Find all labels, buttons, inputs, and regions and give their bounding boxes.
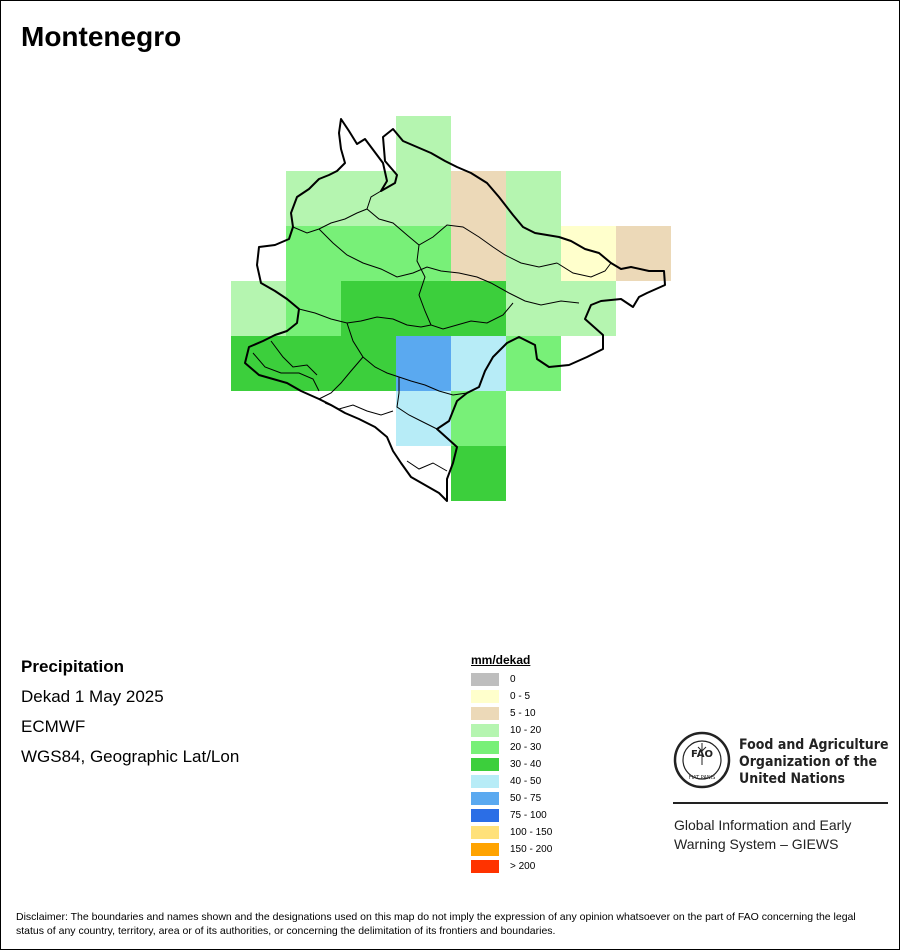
admin-boundary bbox=[396, 377, 438, 430]
legend-label: 150 - 200 bbox=[510, 844, 553, 855]
legend-swatch bbox=[471, 792, 499, 805]
legend-label: 40 - 50 bbox=[510, 776, 542, 787]
map-info: Precipitation Dekad 1 May 2025 ECMWF WGS… bbox=[21, 657, 239, 777]
legend-swatch bbox=[471, 741, 499, 754]
precipitation-cell bbox=[286, 226, 341, 281]
precipitation-cell bbox=[231, 281, 286, 336]
precipitation-cell bbox=[506, 226, 561, 281]
giews-label: Global Information and Early Warning Sys… bbox=[674, 816, 851, 854]
map-canvas bbox=[231, 116, 671, 502]
country-outline bbox=[244, 118, 666, 502]
giews-line: Warning System – GIEWS bbox=[674, 836, 839, 852]
legend-swatch bbox=[471, 809, 499, 822]
legend-swatch bbox=[471, 690, 499, 703]
precipitation-cell bbox=[561, 226, 616, 281]
admin-boundary bbox=[556, 262, 612, 278]
precipitation-cell bbox=[231, 336, 286, 391]
precipitation-cell bbox=[451, 226, 506, 281]
precipitation-cell bbox=[616, 226, 671, 281]
projection-label: WGS84, Geographic Lat/Lon bbox=[21, 747, 240, 766]
legend-label: 75 - 100 bbox=[510, 810, 547, 821]
legend-swatch bbox=[471, 860, 499, 873]
emblem-motto: FIAT PANIS bbox=[689, 775, 716, 781]
legend-label: 5 - 10 bbox=[510, 708, 536, 719]
precipitation-cell bbox=[341, 171, 396, 226]
precipitation-cell bbox=[286, 281, 341, 336]
org-line: Organization of the bbox=[739, 754, 877, 770]
admin-boundary bbox=[416, 244, 514, 330]
precipitation-cell bbox=[396, 391, 451, 446]
precipitation-cell bbox=[396, 116, 451, 171]
org-line: Food and Agriculture bbox=[739, 737, 889, 753]
legend-label: 0 bbox=[510, 674, 516, 685]
disclaimer: Disclaimer: The boundaries and names sho… bbox=[16, 911, 856, 937]
fao-emblem-icon: FAO FIAT PANIS bbox=[673, 731, 731, 789]
legend-item: 0 - 5 bbox=[471, 688, 552, 705]
precipitation-cell bbox=[396, 336, 451, 391]
logo-divider bbox=[673, 802, 888, 804]
legend-label: 100 - 150 bbox=[510, 827, 553, 838]
legend-swatch bbox=[471, 724, 499, 737]
legend-item: 75 - 100 bbox=[471, 807, 552, 824]
legend-swatch bbox=[471, 775, 499, 788]
legend-item: 10 - 20 bbox=[471, 722, 552, 739]
precipitation-cell bbox=[341, 336, 396, 391]
precipitation-cell bbox=[396, 171, 451, 226]
precipitation-cell bbox=[451, 446, 506, 501]
variable-name: Precipitation bbox=[21, 657, 124, 676]
legend-item: 5 - 10 bbox=[471, 705, 552, 722]
legend-label: 20 - 30 bbox=[510, 742, 542, 753]
admin-boundary bbox=[318, 356, 364, 400]
legend-item: 100 - 150 bbox=[471, 824, 552, 841]
admin-boundaries bbox=[252, 190, 612, 472]
legend: mm/dekad 0 0 - 5 5 - 10 10 - 20 20 - 30 30 - … bbox=[471, 653, 552, 875]
admin-boundary bbox=[318, 228, 580, 306]
precipitation-cell bbox=[451, 336, 506, 391]
legend-swatch bbox=[471, 826, 499, 839]
legend-item: 50 - 75 bbox=[471, 790, 552, 807]
legend-swatch bbox=[471, 843, 499, 856]
precipitation-cell bbox=[506, 281, 561, 336]
admin-boundary bbox=[366, 190, 382, 210]
legend-item: 30 - 40 bbox=[471, 756, 552, 773]
precipitation-cell bbox=[451, 391, 506, 446]
precipitation-cell bbox=[396, 226, 451, 281]
admin-boundary bbox=[292, 208, 558, 268]
admin-boundary bbox=[406, 460, 448, 472]
data-source: ECMWF bbox=[21, 717, 86, 736]
legend-swatch bbox=[471, 707, 499, 720]
admin-boundary bbox=[270, 340, 318, 376]
precipitation-cell bbox=[396, 281, 451, 336]
precipitation-cell bbox=[341, 281, 396, 336]
admin-boundary bbox=[252, 352, 320, 392]
legend-label: > 200 bbox=[510, 861, 536, 872]
giews-line: Global Information and Early bbox=[674, 817, 852, 833]
precipitation-cell bbox=[451, 281, 506, 336]
legend-items: 0 0 - 5 5 - 10 10 - 20 20 - 30 30 - 40 40 - 50… bbox=[471, 671, 552, 875]
legend-swatch bbox=[471, 673, 499, 686]
precipitation-cell bbox=[286, 336, 341, 391]
legend-title: mm/dekad bbox=[471, 653, 531, 667]
legend-label: 50 - 75 bbox=[510, 793, 542, 804]
precipitation-cell bbox=[286, 171, 341, 226]
fao-organization-name: Food and Agriculture Organization of the… bbox=[739, 737, 899, 788]
admin-boundary bbox=[324, 402, 394, 416]
org-line: United Nations bbox=[739, 771, 846, 787]
montenegro-border bbox=[244, 118, 666, 502]
map-title: Montenegro bbox=[21, 21, 182, 52]
legend-item: 150 - 200 bbox=[471, 841, 552, 858]
legend-item: 40 - 50 bbox=[471, 773, 552, 790]
legend-item: > 200 bbox=[471, 858, 552, 875]
period-label: Dekad 1 May 2025 bbox=[21, 687, 164, 706]
legend-label: 10 - 20 bbox=[510, 725, 542, 736]
legend-label: 0 - 5 bbox=[510, 691, 531, 702]
legend-item: 20 - 30 bbox=[471, 739, 552, 756]
legend-swatch bbox=[471, 758, 499, 771]
admin-boundary bbox=[298, 308, 432, 328]
legend-label: 30 - 40 bbox=[510, 759, 542, 770]
legend-item: 0 bbox=[471, 671, 552, 688]
precipitation-cell bbox=[451, 171, 506, 226]
